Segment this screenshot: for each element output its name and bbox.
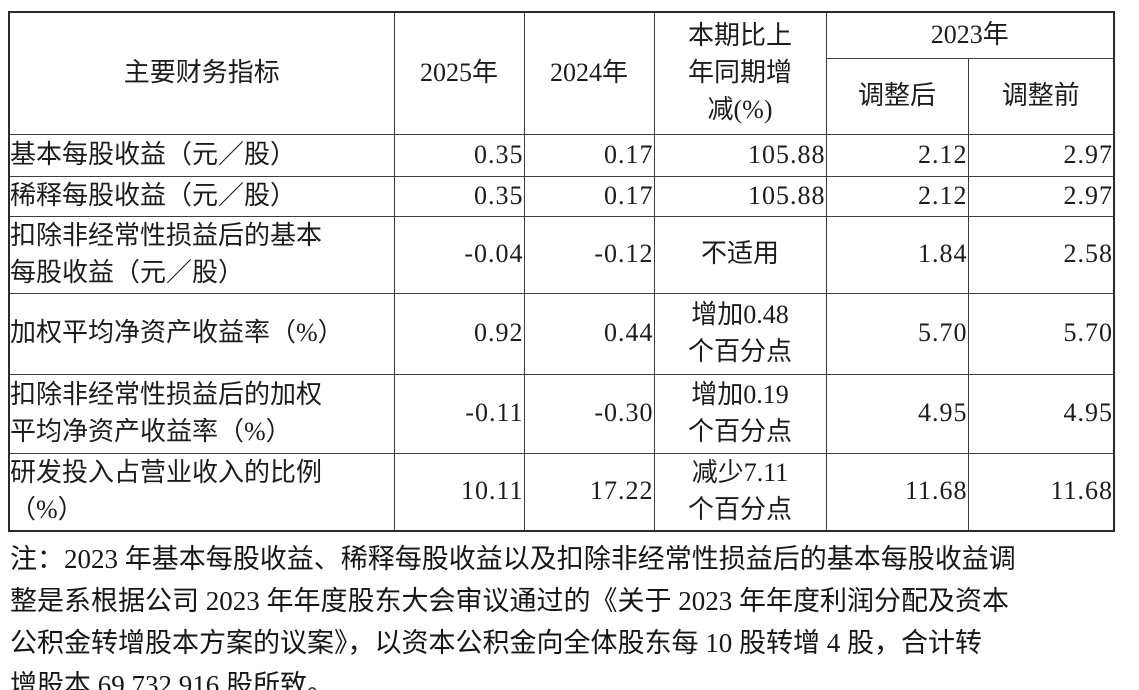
value-2023-adjusted-after: 5.70 bbox=[825, 292, 969, 375]
column-header-adjusted-before: 调整前 bbox=[967, 57, 1115, 135]
header-row-sub: 调整后 调整前 bbox=[9, 57, 1115, 135]
value-2023-adjusted-before: 11.68 bbox=[967, 452, 1115, 532]
indicator-label: 基本每股收益（元／股） bbox=[8, 133, 395, 177]
value-2023-adjusted-before: 5.70 bbox=[967, 292, 1115, 375]
column-header-adjusted-after: 调整后 bbox=[825, 57, 969, 135]
value-2025: -0.11 bbox=[393, 373, 525, 454]
value-change: 增加0.48 个百分点 bbox=[653, 292, 827, 375]
table-row-deducted-eps: 扣除非经常性损益后的基本 每股收益（元／股） -0.04 -0.12 不适用 1… bbox=[8, 215, 1115, 294]
table-row-weighted-roe: 加权平均净资产收益率（%） 0.92 0.44 增加0.48 个百分点 5.70… bbox=[8, 292, 1115, 375]
footnote-line: 注：2023 年基本每股收益、稀释每股收益以及扣除非经常性损益后的基本每股收益调 bbox=[10, 544, 1016, 574]
column-header-indicator: 主要财务指标 bbox=[8, 11, 395, 135]
table-row-deducted-weighted-roe: 扣除非经常性损益后的加权 平均净资产收益率（%） -0.11 -0.30 增加0… bbox=[8, 373, 1115, 454]
value-2024: 0.44 bbox=[523, 292, 655, 375]
value-2025: 0.92 bbox=[393, 292, 525, 375]
indicator-label: 扣除非经常性损益后的基本 每股收益（元／股） bbox=[8, 215, 395, 294]
footnote-line: 公积金转增股本方案的议案》，以资本公积金向全体股东每 10 股转增 4 股，合计… bbox=[10, 628, 982, 658]
value-2023-adjusted-before: 2.97 bbox=[967, 175, 1115, 217]
value-2023-adjusted-after: 2.12 bbox=[825, 133, 969, 177]
value-2023-adjusted-before: 2.58 bbox=[967, 215, 1115, 294]
value-change: 不适用 bbox=[653, 215, 827, 294]
value-2024: -0.30 bbox=[523, 373, 655, 454]
footnote-line: 整是系根据公司 2023 年年度股东大会审议通过的《关于 2023 年年度利润分… bbox=[10, 586, 1009, 616]
value-2023-adjusted-after: 1.84 bbox=[825, 215, 969, 294]
value-2024: 0.17 bbox=[523, 133, 655, 177]
financial-indicators-table: 主要财务指标 2025年 2024年 本期比上 年同期增 减(%) 2023年 … bbox=[8, 11, 1116, 532]
value-2023-adjusted-after: 2.12 bbox=[825, 175, 969, 217]
indicator-label: 加权平均净资产收益率（%） bbox=[8, 292, 395, 375]
column-header-2024: 2024年 bbox=[523, 11, 655, 135]
indicator-label: 研发投入占营业收入的比例 （%） bbox=[8, 452, 395, 532]
indicator-label: 扣除非经常性损益后的加权 平均净资产收益率（%） bbox=[8, 373, 395, 454]
column-header-change: 本期比上 年同期增 减(%) bbox=[653, 11, 827, 135]
value-2024: 0.17 bbox=[523, 175, 655, 217]
value-2025: 0.35 bbox=[393, 175, 525, 217]
value-2023-adjusted-after: 4.95 bbox=[825, 373, 969, 454]
value-change: 减少7.11 个百分点 bbox=[653, 452, 827, 532]
value-change: 105.88 bbox=[653, 175, 827, 217]
table-row-basic-eps: 基本每股收益（元／股） 0.35 0.17 105.88 2.12 2.97 bbox=[8, 133, 1115, 177]
table-row-rd-ratio: 研发投入占营业收入的比例 （%） 10.11 17.22 减少7.11 个百分点… bbox=[8, 452, 1115, 532]
indicator-label: 稀释每股收益（元／股） bbox=[8, 175, 395, 217]
value-2025: 0.35 bbox=[393, 133, 525, 177]
value-2024: 17.22 bbox=[523, 452, 655, 532]
value-2023-adjusted-before: 2.97 bbox=[967, 133, 1115, 177]
value-2025: 10.11 bbox=[393, 452, 525, 532]
value-2025: -0.04 bbox=[393, 215, 525, 294]
value-2023-adjusted-before: 4.95 bbox=[967, 373, 1115, 454]
value-2023-adjusted-after: 11.68 bbox=[825, 452, 969, 532]
column-header-2025: 2025年 bbox=[393, 11, 525, 135]
footnote-line: 增股本 69,732,916 股所致。 bbox=[10, 670, 334, 690]
column-header-2023: 2023年 bbox=[825, 11, 1115, 59]
header-row-top: 主要财务指标 2025年 2024年 本期比上 年同期增 减(%) 2023年 bbox=[8, 11, 1115, 135]
table-row-diluted-eps: 稀释每股收益（元／股） 0.35 0.17 105.88 2.12 2.97 bbox=[8, 175, 1115, 217]
footnote: 注：2023 年基本每股收益、稀释每股收益以及扣除非经常性损益后的基本每股收益调… bbox=[10, 538, 1130, 690]
value-change: 105.88 bbox=[653, 133, 827, 177]
value-change: 增加0.19 个百分点 bbox=[653, 373, 827, 454]
value-2024: -0.12 bbox=[523, 215, 655, 294]
